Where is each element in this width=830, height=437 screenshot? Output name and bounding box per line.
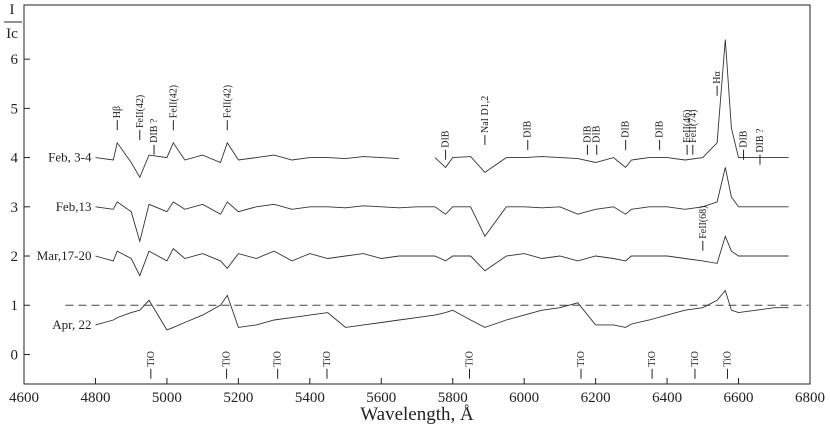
- annotation: FeII(42): [168, 85, 179, 118]
- spectrum-line: [95, 39, 789, 179]
- x-tick-label: 6400: [652, 390, 682, 406]
- annotation: FeII(68): [698, 205, 709, 238]
- annotation: DIB: [621, 120, 632, 138]
- annotation: TiO: [273, 351, 284, 367]
- y-label-denominator: Ic: [6, 26, 18, 42]
- y-tick-label: 1: [11, 298, 19, 314]
- annotation: TiO: [647, 351, 658, 367]
- x-tick-label: 5000: [152, 390, 182, 406]
- annotation: DIB: [655, 120, 666, 138]
- y-tick-label: 5: [11, 101, 19, 117]
- x-axis-label: Wavelength, Å: [360, 404, 474, 425]
- annotation: TiO: [722, 351, 733, 367]
- annotation: DIB ?: [755, 128, 766, 153]
- spectrum-line: [95, 167, 789, 244]
- annotation: Hβ: [112, 106, 123, 118]
- x-tick-label: 5200: [223, 390, 253, 406]
- spectrum-line: [95, 289, 789, 331]
- x-tick-label: 6600: [724, 390, 754, 406]
- x-tick-label: 4800: [80, 390, 110, 406]
- annotation: TiO: [690, 351, 701, 367]
- y-tick-label: 2: [11, 249, 19, 265]
- series-label: Apr, 22: [52, 317, 91, 332]
- annotation: NaI D1,2: [480, 96, 491, 133]
- annotation: DIB: [592, 125, 603, 143]
- annotation: DIB ?: [149, 118, 160, 143]
- series-label: Mar,17-20: [37, 248, 92, 263]
- annotation: FeII(46): [682, 109, 693, 142]
- annotation: FeII(74): [688, 109, 699, 142]
- x-tick-label: 4600: [9, 390, 39, 406]
- x-tick-label: 5400: [295, 390, 325, 406]
- annotation: FeII(42): [135, 95, 146, 128]
- x-tick-label: 5600: [366, 390, 396, 406]
- y-tick-label: 0: [11, 347, 19, 363]
- series-label: Feb,13: [56, 199, 92, 214]
- annotation: DIB: [441, 130, 452, 148]
- series-label: Feb, 3-4: [48, 150, 92, 165]
- annotation: FeII(42): [222, 85, 233, 118]
- annotation: Hα: [712, 71, 723, 84]
- x-tick-label: 6000: [509, 390, 539, 406]
- y-label-numerator: I: [10, 2, 15, 18]
- x-tick-label: 6200: [581, 390, 611, 406]
- x-tick-label: 5800: [438, 390, 468, 406]
- annotation: TiO: [322, 351, 333, 367]
- y-tick-label: 3: [11, 200, 19, 216]
- annotation: TiO: [465, 351, 476, 367]
- y-tick-label: 4: [11, 151, 19, 167]
- plot-frame: [23, 4, 811, 385]
- annotation: DIB: [582, 125, 593, 143]
- y-tick-label: 6: [11, 52, 19, 68]
- annotation: DIB: [523, 120, 534, 138]
- annotation: TiO: [576, 351, 587, 367]
- annotation: TiO: [222, 351, 233, 367]
- spectrum-line: [95, 234, 789, 277]
- annotation: DIB: [739, 130, 750, 148]
- annotation: TiO: [146, 351, 157, 367]
- x-tick-label: 6800: [795, 390, 825, 406]
